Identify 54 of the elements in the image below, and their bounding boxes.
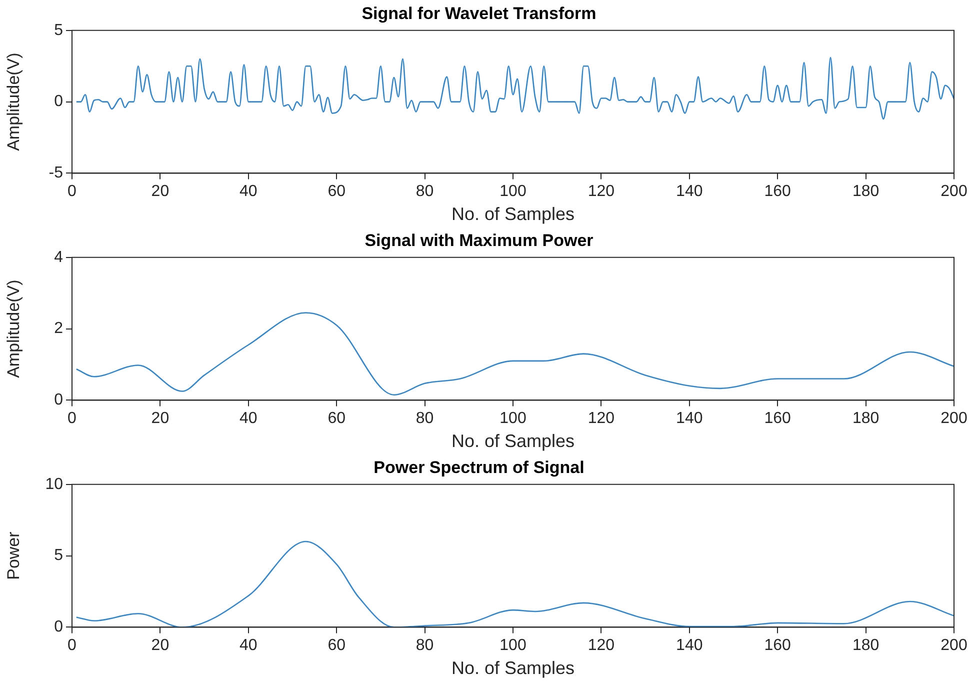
chart-title: Power Spectrum of Signal — [374, 458, 584, 477]
x-tick-label: 140 — [676, 637, 703, 654]
x-tick-label: 100 — [500, 637, 526, 654]
y-tick-label: 5 — [54, 22, 64, 39]
x-tick-label: 0 — [68, 637, 77, 654]
x-tick-label: 0 — [68, 183, 77, 200]
line-series — [76, 540, 954, 628]
y-axis-title: Amplitude(V) — [4, 52, 23, 151]
x-tick-label: 20 — [151, 637, 170, 654]
x-tick-label: 80 — [416, 410, 434, 428]
y-tick-label: 0 — [54, 392, 64, 409]
x-tick-label: 100 — [500, 183, 526, 200]
x-tick-label: 160 — [764, 410, 792, 428]
x-tick-label: 120 — [588, 637, 615, 654]
x-tick-label: 80 — [416, 637, 434, 654]
x-axis-title: No. of Samples — [451, 204, 575, 224]
y-tick-label: 4 — [54, 248, 64, 266]
x-tick-label: 80 — [416, 183, 434, 200]
x-tick-label: 160 — [764, 183, 792, 200]
x-axis-title: No. of Samples — [451, 658, 575, 678]
x-tick-label: 120 — [588, 183, 615, 200]
chart-title: Signal for Wavelet Transform — [362, 4, 596, 23]
x-tick-label: 140 — [676, 410, 703, 428]
x-tick-label: 200 — [940, 410, 968, 428]
x-tick-label: 60 — [328, 183, 346, 200]
y-tick-label: 0 — [54, 618, 64, 636]
y-tick-label: -5 — [48, 164, 64, 182]
x-tick-label: 180 — [852, 183, 880, 200]
x-tick-label: 60 — [328, 410, 346, 428]
x-tick-label: 140 — [676, 183, 703, 200]
y-axis-title: Power — [4, 531, 23, 580]
x-tick-label: 200 — [940, 183, 968, 200]
x-tick-label: 40 — [240, 183, 258, 200]
y-axis-title: Amplitude(V) — [4, 280, 23, 378]
x-tick-label: 40 — [240, 637, 258, 654]
y-tick-label: 2 — [54, 320, 64, 338]
x-tick-label: 120 — [588, 410, 615, 428]
y-tick-label: 0 — [54, 93, 64, 110]
x-tick-label: 20 — [151, 410, 170, 428]
x-tick-label: 180 — [852, 410, 880, 428]
x-tick-label: 60 — [328, 637, 346, 654]
x-axis-title: No. of Samples — [451, 431, 575, 452]
x-tick-label: 180 — [852, 637, 880, 654]
x-tick-label: 40 — [240, 410, 258, 428]
x-tick-label: 100 — [500, 410, 526, 428]
y-tick-label: 10 — [45, 476, 64, 493]
y-tick-label: 5 — [54, 547, 64, 564]
x-tick-label: 200 — [940, 637, 968, 654]
x-tick-label: 160 — [764, 637, 792, 654]
x-tick-label: 20 — [151, 183, 170, 200]
x-tick-label: 0 — [68, 410, 77, 428]
line-series — [76, 312, 954, 396]
line-series — [76, 56, 954, 120]
chart-title: Signal with Maximum Power — [364, 230, 594, 250]
